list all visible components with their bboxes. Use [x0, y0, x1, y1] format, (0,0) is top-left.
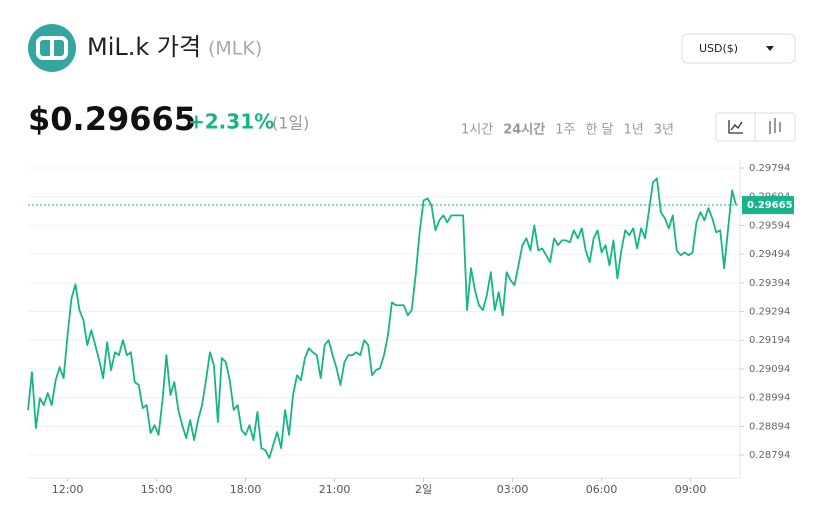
price-line	[27, 177, 737, 459]
logo	[28, 24, 76, 72]
y-tick-label: 0.29194	[749, 335, 790, 346]
y-tick-label: 0.28894	[749, 421, 790, 432]
current-price-label: 0.29665	[747, 200, 793, 211]
x-tick-label: 09:00	[675, 483, 707, 496]
x-tick-label: 18:00	[230, 483, 262, 496]
y-tick-label: 0.28994	[749, 393, 790, 404]
currency-label[interactable]: USD($)	[699, 42, 738, 55]
range-button[interactable]: 1시간	[461, 123, 493, 138]
current-price-box	[742, 196, 794, 215]
y-tick-label: 0.29794	[749, 163, 790, 174]
range-button[interactable]: 1년	[624, 123, 644, 138]
symbol: (MLK)	[208, 38, 262, 60]
currency-select[interactable]: USD($)	[681, 33, 796, 64]
x-tick-label: 06:00	[586, 483, 618, 496]
y-tick-label: 0.28794	[749, 450, 790, 461]
range-button[interactable]: 3년	[654, 123, 674, 138]
range-button[interactable]: 24시간	[503, 122, 545, 138]
change: +2.31%	[188, 110, 274, 134]
title: MiL.k 가격	[87, 33, 201, 61]
y-tick-label: 0.29594	[749, 220, 790, 231]
x-tick-label: 03:00	[497, 483, 529, 496]
period: (1일)	[272, 114, 309, 133]
x-tick-label: 21:00	[319, 483, 351, 496]
y-tick-label: 0.29494	[749, 249, 790, 260]
y-tick-label: 0.29394	[749, 278, 790, 289]
range-button[interactable]: 1주	[555, 123, 575, 138]
y-tick-label: 0.29294	[749, 307, 790, 318]
price: $0.29665	[28, 100, 196, 138]
x-tick-label: 15:00	[141, 483, 173, 496]
x-tick-label: 2일	[415, 482, 432, 496]
range-button[interactable]: 한 달	[585, 123, 613, 138]
chart-type-buttons[interactable]	[715, 112, 796, 142]
y-tick-label: 0.29094	[749, 364, 790, 375]
x-tick-label: 12:00	[52, 483, 84, 496]
